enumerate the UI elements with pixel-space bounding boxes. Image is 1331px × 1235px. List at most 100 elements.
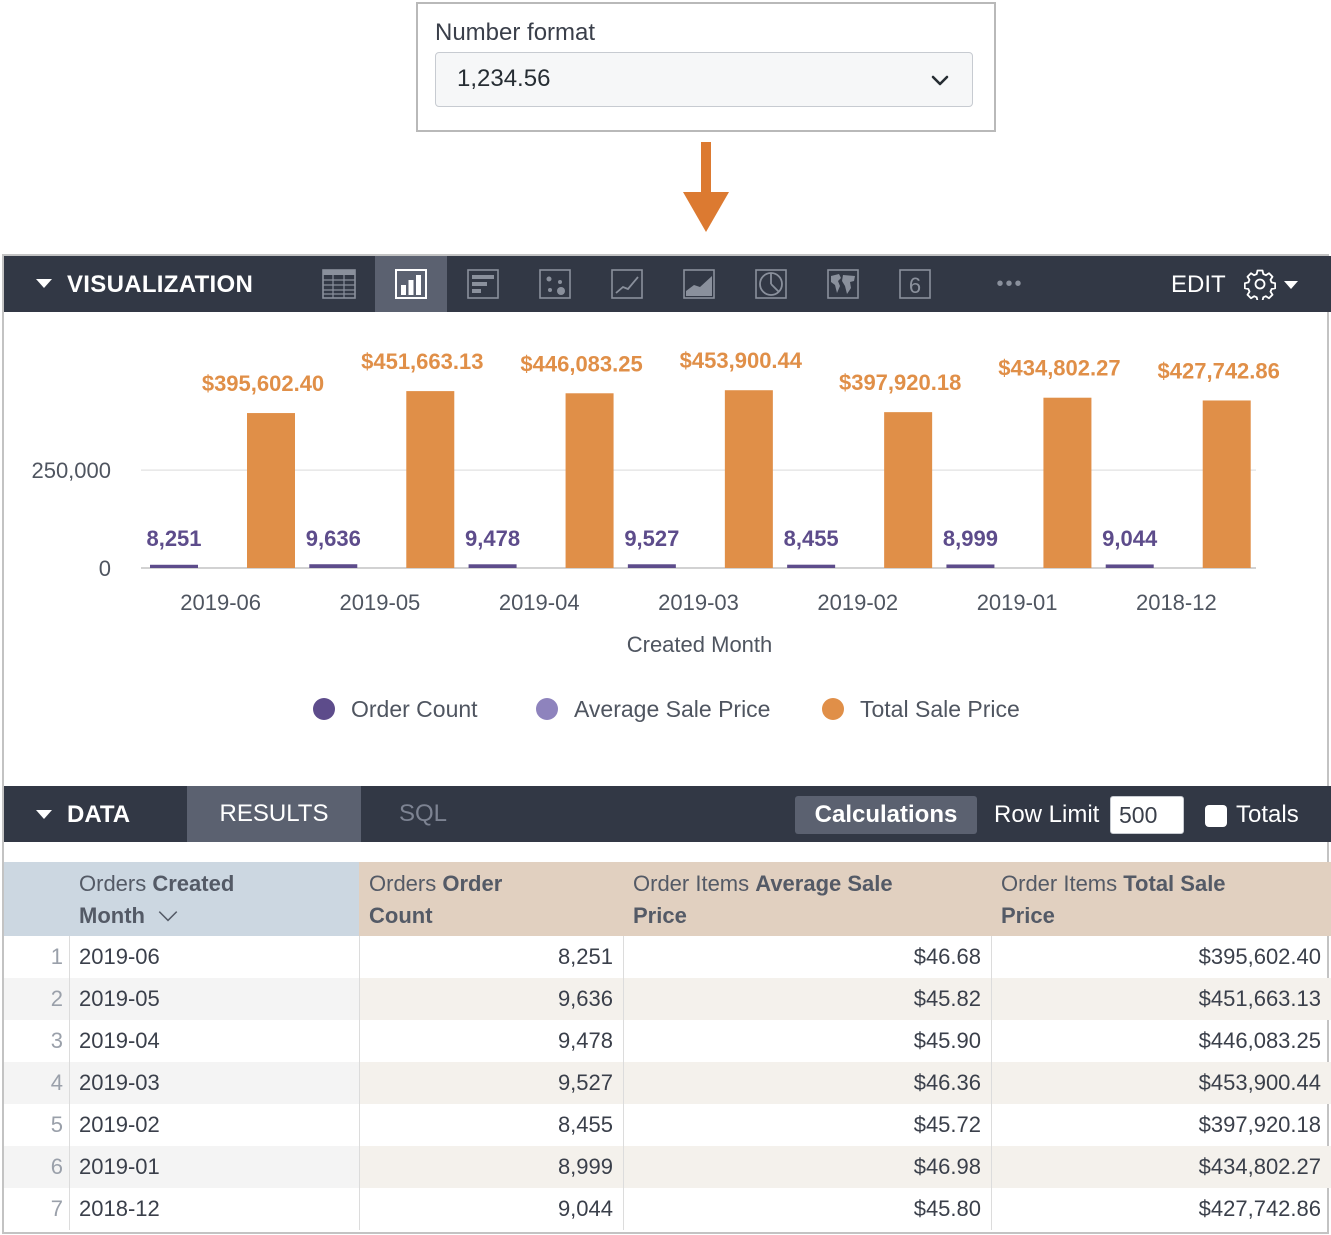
gear-caret-icon[interactable] [1284,281,1298,289]
column-icon [395,269,427,299]
cell-count[interactable]: 9,044 [557,1196,613,1221]
bar-total-sale-price [884,412,933,568]
cell-total[interactable]: $397,920.18 [1198,1112,1321,1137]
legend-swatch [822,698,844,720]
column-viz-button[interactable] [375,256,447,312]
area-viz-button[interactable] [663,256,735,312]
scatter-icon [539,269,571,299]
cell-total[interactable]: $434,802.27 [1198,1154,1321,1179]
row-limit-input[interactable]: 500 [1110,796,1184,834]
legend-swatch [313,698,335,720]
cell-average[interactable]: $45.82 [913,986,981,1011]
row-limit-label: Row Limit [994,801,1100,828]
line-viz-button[interactable] [591,256,663,312]
scatter-viz-button[interactable] [519,256,591,312]
row-number: 7 [50,1196,63,1221]
cell-average[interactable]: $46.98 [913,1154,981,1179]
header-average-sale-price[interactable]: Order Items Average Sale Price [623,862,991,936]
header-field: Average Sale [755,871,893,896]
single-value-icon: 6 [899,269,931,299]
cell-count[interactable]: 8,251 [557,944,613,969]
bar-total-sale-price [1202,400,1251,568]
row-number: 4 [4,1062,69,1104]
cell-month[interactable]: 2019-01 [69,1146,359,1188]
number-format-label: Number format [435,19,596,46]
visualization-title: VISUALIZATION [67,271,254,298]
chevron-down-icon[interactable] [157,909,179,923]
bar-order-count [627,564,676,568]
cell-month[interactable]: 2019-02 [79,1112,160,1137]
legend-label: Average Sale Price [574,696,770,722]
data-label-total-sale-price: $427,742.86 [1158,358,1280,383]
cell-month[interactable]: 2019-04 [79,1028,160,1053]
header-field-line2: Month [79,903,145,928]
table-row: 4 2019-03 9,527 $46.36 $453,900.44 [4,1062,1331,1104]
cell-average[interactable]: $46.36 [913,1070,981,1095]
cell-total[interactable]: $453,900.44 [1198,1070,1321,1095]
cell-average[interactable]: $45.80 [913,1196,981,1221]
edit-button[interactable]: EDIT [1171,271,1226,298]
table-icon [322,269,356,299]
cell-average[interactable]: $46.68 [913,944,981,969]
tab-results[interactable]: RESULTS [187,786,361,842]
x-tick-label: 2019-04 [499,590,580,615]
data-label-order-count: 9,527 [624,526,679,551]
cell-month[interactable]: 2019-06 [79,944,160,969]
x-tick-label: 2019-06 [180,590,261,615]
bar-order-count [1105,564,1154,568]
table-row: 2 2019-05 9,636 $45.82 $451,663.13 [4,978,1331,1020]
bar-order-count [946,564,995,568]
y-tick-label: 250,000 [31,458,111,483]
y-tick-label: 0 [99,556,111,581]
header-field-line2: Count [369,903,433,928]
cell-count[interactable]: 9,478 [557,1028,613,1053]
header-prefix: Orders [369,871,443,896]
down-arrow-icon [683,142,729,232]
collapse-caret-icon[interactable] [36,279,52,288]
header-field-line2: Price [1001,903,1055,928]
header-created-month[interactable]: Orders Created Month [69,862,359,936]
collapse-caret-icon[interactable] [36,810,52,819]
cell-month[interactable]: 2019-03 [69,1062,359,1104]
calculations-button[interactable]: Calculations [795,796,977,834]
single-value-viz-button[interactable]: 6 [879,256,951,312]
tab-sql[interactable]: SQL [398,800,448,827]
totals-checkbox[interactable] [1205,805,1227,827]
legend-swatch [536,698,558,720]
gear-icon[interactable] [1244,268,1276,300]
cell-average[interactable]: $45.72 [913,1112,981,1137]
cell-count[interactable]: 9,636 [557,986,613,1011]
pie-viz-button[interactable] [735,256,807,312]
cell-count[interactable]: 9,527 [557,1070,613,1095]
table-header: Orders Created Month Orders Order Count … [4,862,1331,936]
x-tick-label: 2019-02 [817,590,898,615]
cell-total[interactable]: $446,083.25 [1198,1028,1321,1053]
table-viz-button[interactable] [303,256,375,312]
bar-order-count [468,564,517,568]
header-field-line2: Price [633,903,687,928]
cell-count[interactable]: 8,999 [557,1154,613,1179]
bar-total-sale-price [247,413,295,568]
data-label-total-sale-price: $451,663.13 [361,349,483,374]
number-format-select[interactable]: 1,234.56 [435,52,973,107]
header-field: Order [442,871,503,896]
data-label-order-count: 8,999 [943,526,998,551]
data-title: DATA [67,801,131,828]
map-viz-button[interactable] [807,256,879,312]
line-icon [611,269,643,299]
header-total-sale-price[interactable]: Order Items Total Sale Price [991,862,1331,936]
cell-total[interactable]: $451,663.13 [1198,986,1321,1011]
bar-viz-button[interactable] [447,256,519,312]
cell-total[interactable]: $427,742.86 [1198,1196,1321,1221]
more-icon[interactable]: ••• [996,272,1024,295]
header-prefix: Order Items [1001,871,1124,896]
header-prefix: Order Items [633,871,756,896]
cell-month[interactable]: 2019-05 [69,978,359,1020]
cell-month[interactable]: 2018-12 [79,1196,160,1221]
cell-count[interactable]: 8,455 [557,1112,613,1137]
header-order-count[interactable]: Orders Order Count [359,862,623,936]
number-format-value: 1,234.56 [457,65,551,92]
cell-average[interactable]: $45.90 [913,1028,981,1053]
cell-total[interactable]: $395,602.40 [1198,944,1321,969]
row-number: 5 [50,1112,63,1137]
